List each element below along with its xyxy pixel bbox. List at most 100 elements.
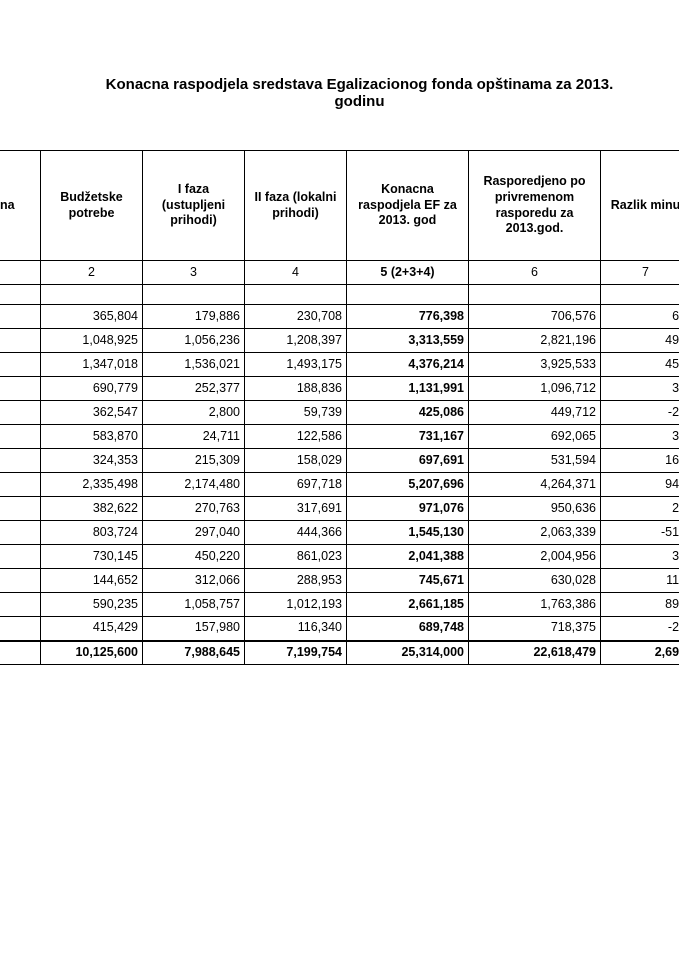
row-label — [0, 641, 41, 665]
cell: 590,235 — [41, 593, 143, 617]
row-label — [0, 473, 41, 497]
cell: 730,145 — [41, 545, 143, 569]
cell: 4,376,214 — [347, 353, 469, 377]
row-label — [0, 593, 41, 617]
cell: 1,131,991 — [347, 377, 469, 401]
table-row: 2,335,4982,174,480697,7185,207,6964,264,… — [0, 473, 679, 497]
col-number-row: 2345 (2+3+4)67 — [0, 261, 679, 285]
col-header: ina — [0, 151, 41, 261]
cell: 10,125,600 — [41, 641, 143, 665]
table-row: e1,347,0181,536,0211,493,1754,376,2143,9… — [0, 353, 679, 377]
row-label — [0, 569, 41, 593]
cell: -28 — [601, 617, 679, 641]
cell: 943 — [601, 473, 679, 497]
cell: 324,353 — [41, 449, 143, 473]
cell: 425,086 — [347, 401, 469, 425]
cell: 6 — [469, 261, 601, 285]
cell: 803,724 — [41, 521, 143, 545]
cell: 718,375 — [469, 617, 601, 641]
cell: 122,586 — [245, 425, 347, 449]
cell: 2,695 — [601, 641, 679, 665]
cell: 288,953 — [245, 569, 347, 593]
table-row: 144,652312,066288,953745,671630,028115 — [0, 569, 679, 593]
cell: 450,220 — [143, 545, 245, 569]
row-label — [0, 521, 41, 545]
row-label — [0, 261, 41, 285]
cell: 365,804 — [41, 305, 143, 329]
page-title: Konacna raspodjela sredstava Egalizacion… — [80, 76, 639, 110]
col-header: Budžetske potrebe — [41, 151, 143, 261]
cell: 1,058,757 — [143, 593, 245, 617]
cell: 7,199,754 — [245, 641, 347, 665]
cell: 4 — [245, 261, 347, 285]
cell: 158,029 — [245, 449, 347, 473]
row-label: ad — [0, 377, 41, 401]
col-header: Konacna raspodjela EF za 2013. god — [347, 151, 469, 261]
cell: 1,056,236 — [143, 329, 245, 353]
cell: 36 — [601, 545, 679, 569]
cell: 362,547 — [41, 401, 143, 425]
row-label — [0, 497, 41, 521]
cell: 415,429 — [41, 617, 143, 641]
cell: 971,076 — [347, 497, 469, 521]
cell: 179,886 — [143, 305, 245, 329]
row-label — [0, 545, 41, 569]
col-header: Rasporedjeno po privremenom rasporedu za… — [469, 151, 601, 261]
cell: 39 — [601, 425, 679, 449]
spacer-row — [0, 285, 679, 305]
row-label: a — [0, 305, 41, 329]
table-row: 362,5472,80059,739425,086449,712-24 — [0, 401, 679, 425]
cell: 731,167 — [347, 425, 469, 449]
col-header: II faza (lokalni prihodi) — [245, 151, 347, 261]
cell: 1,096,712 — [469, 377, 601, 401]
col-header: Razlik minu — [601, 151, 679, 261]
table-row: 415,429157,980116,340689,748718,375-28 — [0, 617, 679, 641]
cell — [143, 285, 245, 305]
cell: 59,739 — [245, 401, 347, 425]
cell: 1,493,175 — [245, 353, 347, 377]
cell: 444,366 — [245, 521, 347, 545]
cell: 950,636 — [469, 497, 601, 521]
cell: 2,063,339 — [469, 521, 601, 545]
cell: 2,004,956 — [469, 545, 601, 569]
cell: 382,622 — [41, 497, 143, 521]
row-label — [0, 449, 41, 473]
cell — [245, 285, 347, 305]
cell: 188,836 — [245, 377, 347, 401]
cell: 1,048,925 — [41, 329, 143, 353]
cell: 706,576 — [469, 305, 601, 329]
cell: 3,925,533 — [469, 353, 601, 377]
table-row: 382,622270,763317,691971,076950,63620 — [0, 497, 679, 521]
cell: 157,980 — [143, 617, 245, 641]
table-row: 583,87024,711122,586731,167692,06539 — [0, 425, 679, 449]
cell: 1,763,386 — [469, 593, 601, 617]
row-label — [0, 401, 41, 425]
cell: 144,652 — [41, 569, 143, 593]
allocation-table: ina Budžetske potrebe I faza (ustupljeni… — [0, 150, 679, 665]
cell: 1,012,193 — [245, 593, 347, 617]
cell: 630,028 — [469, 569, 601, 593]
cell: 2,661,185 — [347, 593, 469, 617]
cell: 2,335,498 — [41, 473, 143, 497]
cell: 689,748 — [347, 617, 469, 641]
cell: 166 — [601, 449, 679, 473]
cell: 35 — [601, 377, 679, 401]
table-row: a365,804179,886230,708776,398706,57669 — [0, 305, 679, 329]
row-label — [0, 329, 41, 353]
row-label — [0, 617, 41, 641]
cell: 297,040 — [143, 521, 245, 545]
cell — [601, 285, 679, 305]
cell: 2 — [41, 261, 143, 285]
cell: 2,800 — [143, 401, 245, 425]
cell: 2,174,480 — [143, 473, 245, 497]
cell: 215,309 — [143, 449, 245, 473]
cell: 4,264,371 — [469, 473, 601, 497]
cell: 115 — [601, 569, 679, 593]
col-header: I faza (ustupljeni prihodi) — [143, 151, 245, 261]
cell: 697,691 — [347, 449, 469, 473]
cell: 776,398 — [347, 305, 469, 329]
cell: 24,711 — [143, 425, 245, 449]
cell: 1,536,021 — [143, 353, 245, 377]
cell: -518 — [601, 521, 679, 545]
cell: 7,988,645 — [143, 641, 245, 665]
